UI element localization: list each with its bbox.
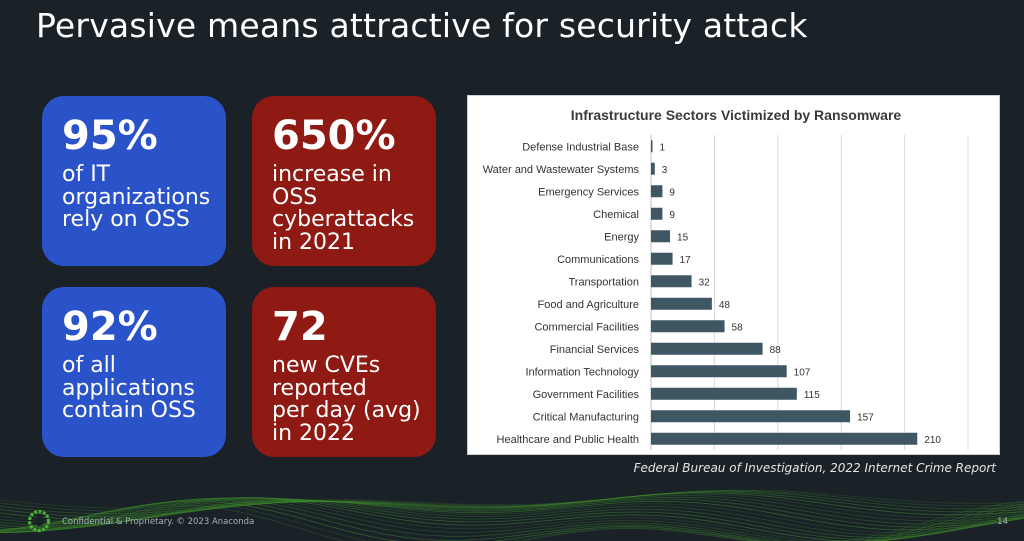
stat-description: increase in OSS cyberattacks in 2021 <box>272 162 415 255</box>
category-label: Healthcare and Public Health <box>497 434 639 446</box>
bar <box>651 275 692 288</box>
data-label: 107 <box>794 367 811 378</box>
category-label: Government Facilities <box>533 389 640 401</box>
decorative-waves <box>0 489 1024 541</box>
wave-line <box>0 499 1024 541</box>
stat-card-applications: 92% of all applications contain OSS <box>42 287 226 457</box>
data-label: 48 <box>719 300 731 311</box>
bar <box>651 432 918 445</box>
bar <box>651 320 725 333</box>
chart-gridlines <box>650 135 969 450</box>
data-label: 88 <box>770 345 782 356</box>
wave-line <box>0 495 1024 525</box>
category-label: Food and Agriculture <box>537 299 639 311</box>
bar <box>651 410 851 423</box>
category-label: Information Technology <box>525 366 639 378</box>
bar <box>651 207 663 220</box>
footer-copyright: Confidential & Proprietary. © 2023 Anaco… <box>62 517 255 527</box>
stat-description: of IT organizations rely on OSS <box>62 162 211 232</box>
page-number: 14 <box>997 517 1008 527</box>
chart-bars: Defense Industrial Base 1 Water and Wastew… <box>483 140 941 446</box>
data-label: 9 <box>669 210 675 221</box>
wave-line <box>0 497 1024 541</box>
stat-value: 72 <box>272 304 328 350</box>
wave-line <box>0 497 1024 541</box>
bar <box>651 185 663 198</box>
wave-line <box>0 499 1024 531</box>
category-label: Water and Wastewater Systems <box>483 164 640 176</box>
data-label: 17 <box>680 255 692 266</box>
wave-line <box>0 492 1024 520</box>
bar <box>651 230 671 243</box>
stat-value: 92% <box>62 304 158 350</box>
stat-description: of all applications contain OSS <box>62 353 196 423</box>
data-label: 157 <box>857 412 874 423</box>
wave-line <box>0 490 1024 515</box>
bar-chart: Infrastructure Sectors Victimized by Ran… <box>483 107 969 450</box>
bar <box>651 297 712 310</box>
data-label: 15 <box>677 232 689 243</box>
stat-description: new CVEs reported per day (avg) in 2022 <box>272 353 421 446</box>
category-label: Energy <box>604 231 639 243</box>
wave-line <box>0 489 1024 509</box>
source-citation: Federal Bureau of Investigation, 2022 In… <box>633 461 996 475</box>
wave-line <box>0 497 1024 539</box>
wave-line <box>0 498 1024 529</box>
stat-value: 650% <box>272 113 396 159</box>
stat-card-it-organizations: 95% of IT organizations rely on OSS <box>42 96 226 266</box>
data-label: 3 <box>662 165 668 176</box>
wave-line <box>0 498 1024 534</box>
stat-card-oss-cyberattacks: 650% increase in OSS cyberattacks in 202… <box>252 96 436 266</box>
data-label: 1 <box>660 142 666 153</box>
data-label: 58 <box>732 322 744 333</box>
wave-line <box>0 498 1024 541</box>
category-label: Defense Industrial Base <box>522 141 639 153</box>
wave-line <box>0 502 1024 541</box>
bar <box>651 162 655 175</box>
data-label: 115 <box>804 390 820 401</box>
bar <box>651 342 763 355</box>
category-label: Chemical <box>593 209 639 221</box>
data-label: 32 <box>699 277 711 288</box>
stat-card-cves-per-day: 72 new CVEs reported per day (avg) in 20… <box>252 287 436 457</box>
slide-title: Pervasive means attractive for security … <box>36 6 808 45</box>
bar <box>651 140 653 153</box>
category-label: Transportation <box>568 276 639 288</box>
wave-line <box>0 498 1024 536</box>
bar <box>651 365 787 378</box>
wave-line <box>0 497 1024 541</box>
data-label: 210 <box>924 435 941 446</box>
wave-line <box>0 496 1024 527</box>
stat-value: 95% <box>62 113 158 159</box>
wave-line <box>0 501 1024 541</box>
category-label: Communications <box>557 254 639 266</box>
anaconda-ring-icon <box>27 509 51 533</box>
wave-line <box>0 493 1024 522</box>
category-label: Critical Manufacturing <box>533 411 639 423</box>
wave-line <box>0 490 1024 512</box>
chart-title: Infrastructure Sectors Victimized by Ran… <box>571 107 902 123</box>
wave-line <box>0 500 1024 541</box>
ransomware-chart: Infrastructure Sectors Victimized by Ran… <box>467 95 1000 455</box>
data-label: 9 <box>669 187 675 198</box>
bar <box>651 252 673 265</box>
bar <box>651 387 797 400</box>
category-label: Commercial Facilities <box>534 321 639 333</box>
category-label: Emergency Services <box>538 186 639 198</box>
category-label: Financial Services <box>550 344 640 356</box>
